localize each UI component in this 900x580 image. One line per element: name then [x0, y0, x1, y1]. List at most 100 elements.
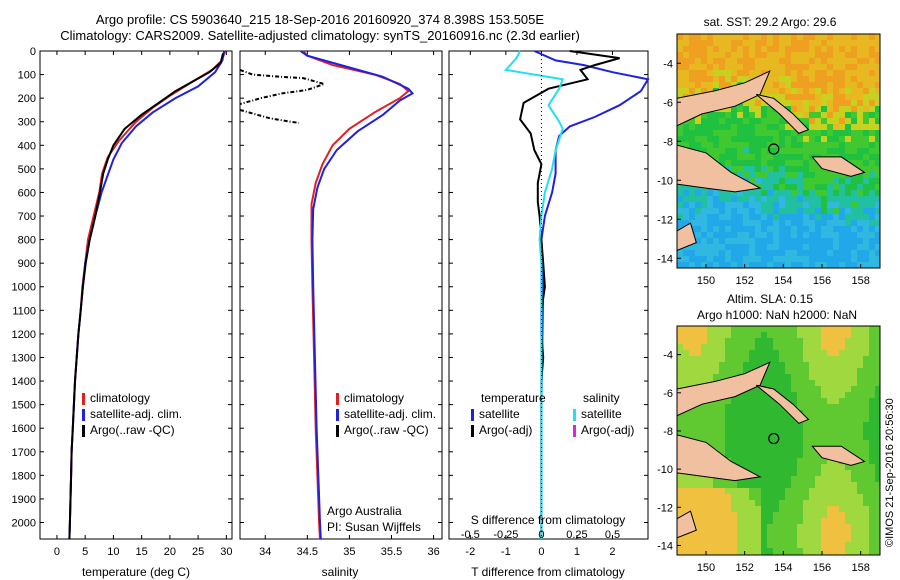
map-cell — [809, 220, 815, 226]
map-cell — [713, 428, 719, 434]
map-cell — [737, 142, 743, 148]
map-cell — [797, 344, 803, 350]
map-cell — [689, 338, 695, 344]
map-cell — [743, 362, 749, 368]
map-cell — [683, 130, 689, 136]
map-cell — [755, 542, 761, 548]
map-cell — [797, 488, 803, 494]
map-cell — [875, 250, 880, 256]
map-cell — [827, 70, 833, 76]
map-cell — [803, 548, 809, 554]
map-cell — [845, 208, 851, 214]
map-cell — [695, 428, 701, 434]
map-cell — [695, 82, 701, 88]
map-cell — [803, 130, 809, 136]
map-cell — [725, 488, 731, 494]
map-cell — [863, 178, 869, 184]
map-cell — [791, 494, 797, 500]
map-cell — [743, 40, 749, 46]
map-frame — [676, 325, 881, 556]
map-cell — [833, 220, 839, 226]
map-cell — [725, 214, 731, 220]
map-cell — [743, 458, 749, 464]
map-cell — [755, 196, 761, 202]
map-cell — [851, 46, 857, 52]
map-cell — [833, 118, 839, 124]
map-cell — [785, 392, 791, 398]
map-cell — [683, 368, 689, 374]
map-cell — [737, 488, 743, 494]
map-cell — [719, 398, 725, 404]
map-cell — [689, 476, 695, 482]
map-cell — [845, 34, 851, 40]
x-tick-label: 35.5 — [381, 546, 402, 558]
map-cell — [803, 500, 809, 506]
map-cell — [851, 368, 857, 374]
legend-swatch — [573, 425, 576, 437]
map-cell — [845, 500, 851, 506]
map-cell — [767, 160, 773, 166]
map-cell — [749, 244, 755, 250]
map-cell — [845, 518, 851, 524]
map-cell — [863, 380, 869, 386]
map-cell — [773, 214, 779, 220]
map-cell — [845, 476, 851, 482]
map-cell — [767, 362, 773, 368]
map-cell — [755, 172, 761, 178]
map-cell — [821, 524, 827, 530]
map-cell — [791, 356, 797, 362]
map-cell — [677, 40, 683, 46]
map-cell — [785, 238, 791, 244]
map-cell — [737, 512, 743, 518]
map-cell — [719, 52, 725, 58]
map-cell — [863, 40, 869, 46]
map-cell — [773, 226, 779, 232]
map-cell — [869, 542, 875, 548]
map-cell — [827, 148, 833, 154]
map-cell — [677, 64, 683, 70]
map-cell — [869, 374, 875, 380]
map-cell — [725, 482, 731, 488]
map-cell — [725, 494, 731, 500]
map-cell — [857, 332, 863, 338]
map-cell — [713, 250, 719, 256]
map-cell — [785, 52, 791, 58]
map-cell — [719, 362, 725, 368]
map-cell — [857, 398, 863, 404]
map-cell — [827, 196, 833, 202]
x-tick-label-secondary: -0.25 — [493, 529, 518, 541]
map-cell — [701, 434, 707, 440]
map-cell — [737, 536, 743, 542]
map-cell — [809, 76, 815, 82]
map-cell — [875, 82, 880, 88]
land-mass — [677, 361, 771, 417]
map-cell — [779, 368, 785, 374]
map-cell — [749, 136, 755, 142]
map-cell — [779, 40, 785, 46]
map-cell — [857, 94, 863, 100]
map-cell — [701, 220, 707, 226]
map-cell — [797, 40, 803, 46]
map-cell — [749, 350, 755, 356]
map-cell — [731, 530, 737, 536]
map-cell — [785, 130, 791, 136]
map-cell — [737, 530, 743, 536]
map-cell — [755, 250, 761, 256]
map-cell — [683, 338, 689, 344]
map-cell — [707, 124, 713, 130]
land-mass — [677, 144, 762, 193]
map-cell — [761, 226, 767, 232]
map-cell — [761, 118, 767, 124]
map-cell — [833, 46, 839, 52]
map-cell — [863, 94, 869, 100]
map-cell — [815, 142, 821, 148]
map-cell — [869, 214, 875, 220]
map-cell — [845, 250, 851, 256]
map-cell — [749, 398, 755, 404]
map-cell — [815, 262, 821, 268]
map-cell — [815, 34, 821, 40]
map-cell — [869, 106, 875, 112]
map-cell — [821, 482, 827, 488]
map-cell — [761, 518, 767, 524]
map-cell — [875, 148, 880, 154]
